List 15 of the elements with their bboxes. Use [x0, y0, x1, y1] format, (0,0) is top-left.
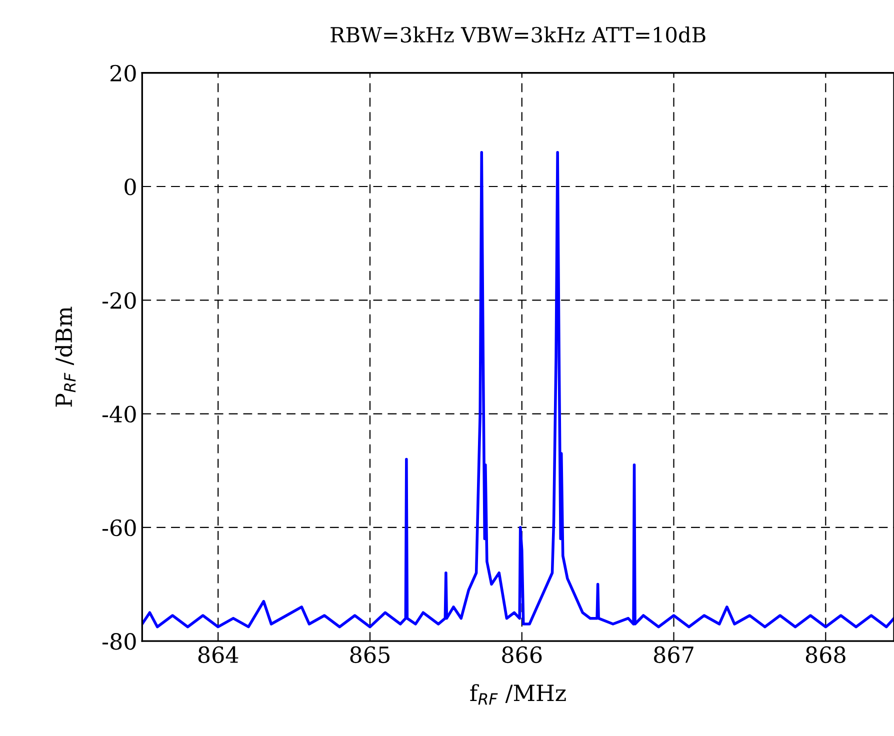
x-tick-label: 868: [806, 646, 846, 664]
x-tick-label: 865: [350, 646, 390, 664]
y-tick-label: 20: [110, 64, 136, 82]
chart-title: RBW=3kHz VBW=3kHz ATT=10dB: [330, 26, 706, 43]
line-series: [142, 151, 894, 628]
y-axis-title: P$_{RF}$ /dBm: [54, 306, 76, 407]
y-tick-label: -80: [102, 633, 136, 650]
y-tick-label: 0: [124, 178, 136, 196]
y-tick-label: -20: [102, 292, 136, 309]
x-axis-title: f$_{RF}$ /MHz: [470, 684, 566, 705]
y-tick-label: -40: [102, 406, 136, 423]
x-tick-label: 867: [654, 646, 694, 664]
x-tick-label: 866: [502, 646, 542, 664]
x-tick-label: 864: [198, 646, 238, 664]
y-tick-label: -60: [102, 519, 136, 536]
